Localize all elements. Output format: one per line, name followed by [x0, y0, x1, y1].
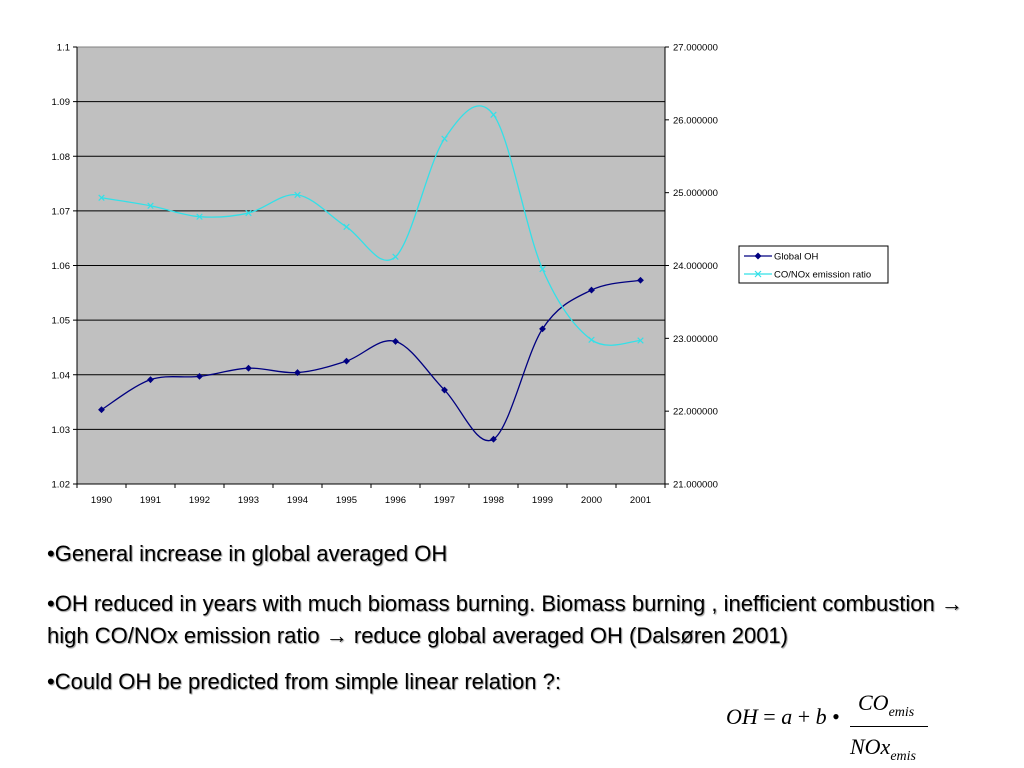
bullet-general-increase: •General increase in global averaged OH	[47, 541, 448, 566]
right-axis-tick-label: 24.000000	[673, 261, 718, 272]
formula-oh: OH	[726, 704, 758, 729]
data-point-co-nox-ratio	[588, 336, 595, 344]
formula-fraction: COemis NOxemis	[850, 690, 930, 768]
data-point-global-oh	[294, 369, 301, 376]
bullet-linear-relation: •Could OH be predicted from simple linea…	[47, 669, 561, 694]
legend-label-co-nox: CO/NOx emission ratio	[774, 270, 871, 281]
x-axis-tick-label: 1992	[189, 495, 210, 506]
x-axis-tick-label: 2000	[581, 495, 602, 506]
x-axis-tick-label: 1996	[385, 495, 406, 506]
x-axis-tick-label: 1995	[336, 495, 357, 506]
series-layer	[98, 105, 644, 443]
legend-marker-co-nox	[754, 270, 762, 278]
left-axis-tick-label: 1.07	[52, 206, 71, 217]
right-axis-tick-label: 27.000000	[673, 43, 718, 54]
data-point-co-nox-ratio	[98, 194, 105, 201]
right-axis: 21.000000 22.000000 23.000000 24.000000 25.0…	[664, 43, 718, 491]
data-point-global-oh	[147, 376, 154, 384]
left-axis-tick-label: 1.04	[52, 370, 71, 381]
data-point-global-oh	[245, 364, 252, 372]
x-axis-tick-label: 1999	[532, 495, 553, 506]
data-point-co-nox-ratio	[343, 223, 350, 231]
right-axis-tick-label: 26.000000	[673, 115, 718, 126]
right-axis-tick-label: 25.000000	[673, 188, 718, 199]
x-axis-tick-label: 1994	[287, 495, 308, 506]
legend-box	[738, 245, 889, 284]
data-point-co-nox-ratio	[392, 253, 399, 260]
data-point-co-nox-ratio	[441, 135, 448, 142]
data-point-co-nox-ratio	[490, 111, 497, 118]
data-point-co-nox-ratio	[294, 191, 301, 199]
left-axis-tick-label: 1.1	[57, 43, 70, 54]
formula-plus: +	[797, 704, 811, 729]
data-point-global-oh	[539, 325, 546, 333]
formula: OH = a + b • COemis NOxemis	[724, 690, 934, 768]
data-point-global-oh	[441, 386, 448, 394]
data-point-global-oh	[588, 286, 595, 294]
right-axis-tick-label: 23.000000	[673, 334, 718, 345]
formula-lhs: OH = a + b •	[726, 704, 840, 730]
data-point-global-oh	[196, 372, 203, 380]
bullet-biomass-burning: •OH reduced in years with much biomass b…	[47, 591, 963, 648]
data-point-global-oh	[490, 435, 497, 443]
x-axis-tick-label: 1991	[140, 495, 161, 506]
left-axis-tick-label: 1.06	[52, 261, 71, 272]
data-point-global-oh	[392, 338, 399, 345]
formula-numerator: COemis	[858, 690, 914, 720]
left-axis: 1.02 1.03 1.04 1.05 1.06 1.07 1.08 1.09 1.1	[52, 43, 78, 491]
x-axis-tick-label: 2001	[630, 495, 651, 506]
formula-fraction-bar	[850, 726, 928, 727]
legend: Global OH CO/NOx emission ratio	[738, 245, 889, 284]
formula-num-sub: emis	[888, 705, 915, 720]
formula-a: a	[781, 704, 793, 729]
left-axis-tick-label: 1.08	[52, 152, 71, 163]
formula-nox: NOx	[850, 734, 891, 759]
left-axis-tick-label: 1.02	[52, 480, 71, 491]
data-point-co-nox-ratio	[637, 337, 644, 344]
data-point-global-oh	[98, 406, 105, 414]
chart: 1.02 1.03 1.04 1.05 1.06 1.07 1.08 1.09 1.1 21.0…	[52, 43, 889, 506]
legend-marker-global-oh	[754, 252, 762, 260]
formula-b: b	[815, 704, 827, 729]
x-axis: 1990 1991 1992 1993 1994 1995 1996 1997 1998 1999…	[76, 483, 666, 506]
x-axis-tick-label: 1990	[91, 495, 112, 506]
x-axis-tick-label: 1993	[238, 495, 259, 506]
legend-label-global-oh: Global OH	[774, 252, 818, 263]
data-point-co-nox-ratio	[147, 202, 154, 210]
data-point-co-nox-ratio	[196, 213, 203, 220]
left-axis-tick-label: 1.09	[52, 97, 71, 108]
data-point-co-nox-ratio	[245, 209, 252, 217]
data-point-global-oh	[637, 276, 644, 284]
formula-den-sub: emis	[890, 749, 916, 764]
bullet-list: •General increase in global averaged OH …	[47, 538, 977, 712]
left-axis-tick-label: 1.03	[52, 425, 71, 436]
right-axis-tick-label: 21.000000	[673, 480, 718, 491]
formula-co: CO	[858, 690, 889, 715]
formula-dot: •	[832, 704, 840, 729]
gridlines	[77, 101, 665, 430]
left-axis-tick-label: 1.05	[52, 316, 71, 327]
right-axis-tick-label: 22.000000	[673, 407, 718, 418]
formula-equals: =	[763, 704, 776, 729]
x-axis-tick-label: 1998	[483, 495, 504, 506]
formula-denominator: NOxemis	[850, 734, 916, 764]
x-axis-tick-label: 1997	[434, 495, 455, 506]
data-point-co-nox-ratio	[539, 265, 546, 273]
data-point-global-oh	[343, 357, 350, 365]
